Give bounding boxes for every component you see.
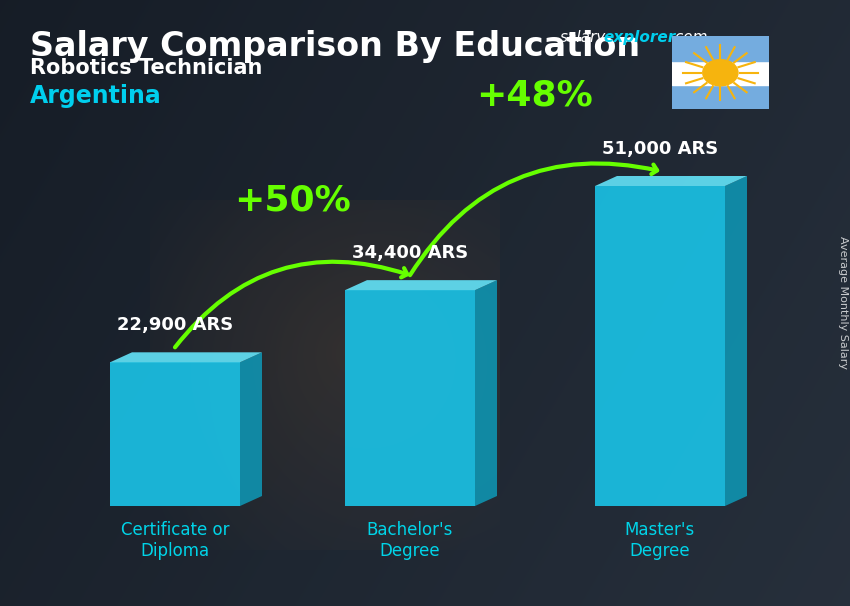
Polygon shape xyxy=(595,176,747,186)
Text: Robotics Technician: Robotics Technician xyxy=(30,58,263,78)
Bar xyxy=(672,36,769,61)
Text: .com: .com xyxy=(670,30,707,45)
Text: +50%: +50% xyxy=(234,183,351,217)
Text: Certificate or
Diploma: Certificate or Diploma xyxy=(121,521,230,560)
Bar xyxy=(672,85,769,109)
Polygon shape xyxy=(240,352,262,506)
FancyBboxPatch shape xyxy=(595,186,725,506)
Bar xyxy=(672,61,769,85)
FancyBboxPatch shape xyxy=(345,290,475,506)
Text: Argentina: Argentina xyxy=(30,84,162,108)
Text: salary: salary xyxy=(560,30,606,45)
Text: +48%: +48% xyxy=(477,79,593,113)
Text: Average Monthly Salary: Average Monthly Salary xyxy=(838,236,848,370)
Text: explorer: explorer xyxy=(603,30,675,45)
Text: Salary Comparison By Education: Salary Comparison By Education xyxy=(30,30,640,63)
Polygon shape xyxy=(345,280,497,290)
Polygon shape xyxy=(110,352,262,362)
Text: Bachelor's
Degree: Bachelor's Degree xyxy=(367,521,453,560)
Text: 34,400 ARS: 34,400 ARS xyxy=(352,244,468,262)
FancyBboxPatch shape xyxy=(110,362,240,506)
Circle shape xyxy=(703,59,738,86)
Polygon shape xyxy=(475,280,497,506)
Text: 22,900 ARS: 22,900 ARS xyxy=(116,316,233,335)
Polygon shape xyxy=(725,176,747,506)
Text: 51,000 ARS: 51,000 ARS xyxy=(602,140,718,158)
Text: Master's
Degree: Master's Degree xyxy=(625,521,695,560)
